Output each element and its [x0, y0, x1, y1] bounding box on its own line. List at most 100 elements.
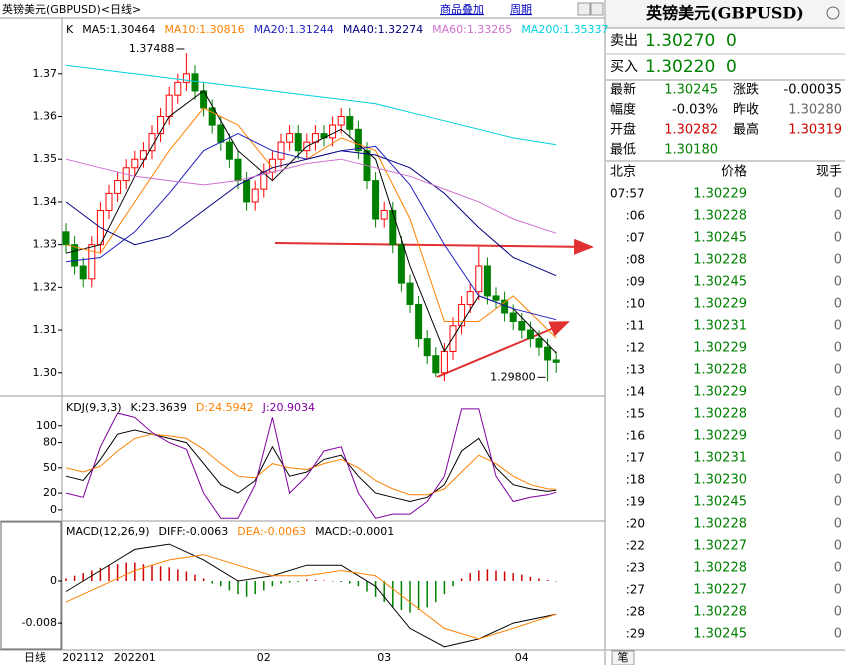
candle-body [71, 244, 79, 267]
candle-body [432, 355, 440, 374]
y-tick-label: 100 [36, 419, 57, 432]
y-tick-label: 0 [50, 503, 57, 516]
indicator-line [65, 158, 557, 234]
x-tick-label: 02 [257, 651, 271, 664]
tick-price: 1.30227 [693, 539, 747, 554]
buy-label: 买入 [610, 59, 638, 75]
candle-body [182, 73, 190, 83]
legend-entry: KDJ(9,3,3) [66, 401, 122, 414]
tick-volume: 0 [834, 627, 842, 642]
candle-body [114, 180, 122, 194]
candle-body [397, 244, 405, 284]
candle-body [380, 209, 388, 220]
tick-time: :07 [626, 231, 645, 245]
candle-body [243, 180, 251, 203]
candle-body [191, 73, 199, 92]
candle-body [406, 282, 414, 305]
tick-price: 1.30245 [693, 275, 747, 290]
tick-time: :19 [626, 495, 645, 509]
y-tick-label: 80 [43, 436, 57, 449]
plot-area [65, 408, 557, 519]
tick-price: 1.30229 [693, 297, 747, 312]
tick-price: 1.30245 [693, 495, 747, 510]
quote-title-bar [606, 0, 845, 28]
candle-body [544, 346, 552, 361]
buy-volume: 0 [726, 57, 737, 77]
candle-body [234, 158, 242, 182]
sell-label: 卖出 [610, 33, 638, 49]
tick-volume: 0 [834, 561, 842, 576]
stat-label: 最高 [733, 122, 759, 138]
annotation: 1.37488 [129, 42, 175, 55]
tick-price: 1.30229 [693, 187, 747, 202]
corner-box [0, 521, 62, 650]
stat-label: 最低 [610, 143, 636, 158]
tick-price: 1.30228 [693, 407, 747, 422]
tick-volume: 0 [834, 583, 842, 598]
tick-volume: 0 [834, 451, 842, 466]
candle-body [346, 116, 354, 130]
plot-area [65, 543, 557, 648]
tick-time: :14 [626, 385, 645, 399]
indicator-line [65, 150, 557, 277]
stat-value: 1.30280 [788, 103, 842, 118]
candle-body [458, 303, 466, 327]
y-tick-label: -0.008 [22, 616, 57, 629]
candle-body [139, 150, 147, 160]
y-tick-label: 1.37 [33, 67, 58, 80]
period-link[interactable]: 周期 [510, 3, 532, 16]
legend-entry: MACD:-0.0001 [315, 525, 394, 538]
close-button[interactable] [826, 6, 840, 20]
tick-volume: 0 [834, 429, 842, 444]
x-tick-label: 202112 [62, 651, 104, 664]
tab[interactable] [611, 650, 635, 665]
sell-price: 1.30270 [645, 31, 715, 51]
tick-price: 1.30228 [693, 561, 747, 576]
button[interactable] [577, 2, 591, 16]
candle-body [389, 209, 397, 246]
stat-value: 1.30282 [664, 123, 718, 138]
indicator-line [65, 433, 557, 496]
y-tick-label: 1.34 [33, 195, 58, 208]
indicator-line [65, 90, 557, 354]
stat-value: 1.30180 [664, 143, 718, 158]
tick-volume: 0 [834, 407, 842, 422]
tick-time: :17 [626, 451, 645, 465]
tab-label[interactable]: 笔 [618, 650, 629, 664]
tick-price: 1.30228 [693, 253, 747, 268]
tick-price: 1.30228 [693, 517, 747, 532]
indicator-line [65, 543, 557, 648]
tick-price: 1.30228 [693, 209, 747, 224]
stat-label: 最新 [610, 82, 636, 98]
tick-volume: 0 [834, 231, 842, 246]
legend-entry: MA40:1.32274 [343, 23, 423, 36]
sell-volume: 0 [726, 31, 737, 51]
y-tick-label: 1.35 [33, 152, 58, 165]
trend-arrow [274, 238, 594, 255]
candle-body [526, 329, 534, 340]
overlay-link[interactable]: 商品叠加 [440, 2, 484, 16]
tick-time: :12 [626, 341, 645, 355]
y-tick-label: 1.36 [33, 110, 58, 123]
ticks-header: 现手 [816, 165, 842, 180]
candle-body [294, 133, 302, 152]
tick-time: :10 [626, 297, 645, 311]
tick-volume: 0 [834, 495, 842, 510]
tick-price: 1.30229 [693, 385, 747, 400]
tick-time: :09 [626, 275, 645, 289]
indicator-line [65, 408, 557, 519]
candle-body [483, 265, 491, 297]
candle-body [329, 124, 337, 139]
tick-volume: 0 [834, 275, 842, 290]
tick-price: 1.30228 [693, 605, 747, 620]
tick-price: 1.30245 [693, 627, 747, 642]
button[interactable] [590, 2, 604, 16]
tick-time: :06 [626, 209, 645, 223]
candle-body [475, 265, 483, 293]
legend-entry: J:20.9034 [262, 401, 315, 414]
candle-body [165, 94, 173, 118]
candle-body [105, 192, 113, 211]
tick-time: :18 [626, 473, 645, 487]
y-tick-label: 1.33 [33, 238, 58, 251]
